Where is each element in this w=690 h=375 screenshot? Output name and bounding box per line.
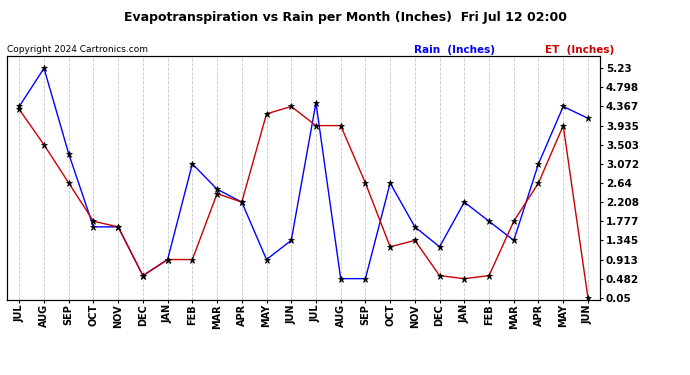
Text: Rain  (Inches): Rain (Inches) <box>414 45 495 55</box>
Text: ET  (Inches): ET (Inches) <box>545 45 614 55</box>
Text: Evapotranspiration vs Rain per Month (Inches)  Fri Jul 12 02:00: Evapotranspiration vs Rain per Month (In… <box>124 11 566 24</box>
Text: Copyright 2024 Cartronics.com: Copyright 2024 Cartronics.com <box>7 45 148 54</box>
